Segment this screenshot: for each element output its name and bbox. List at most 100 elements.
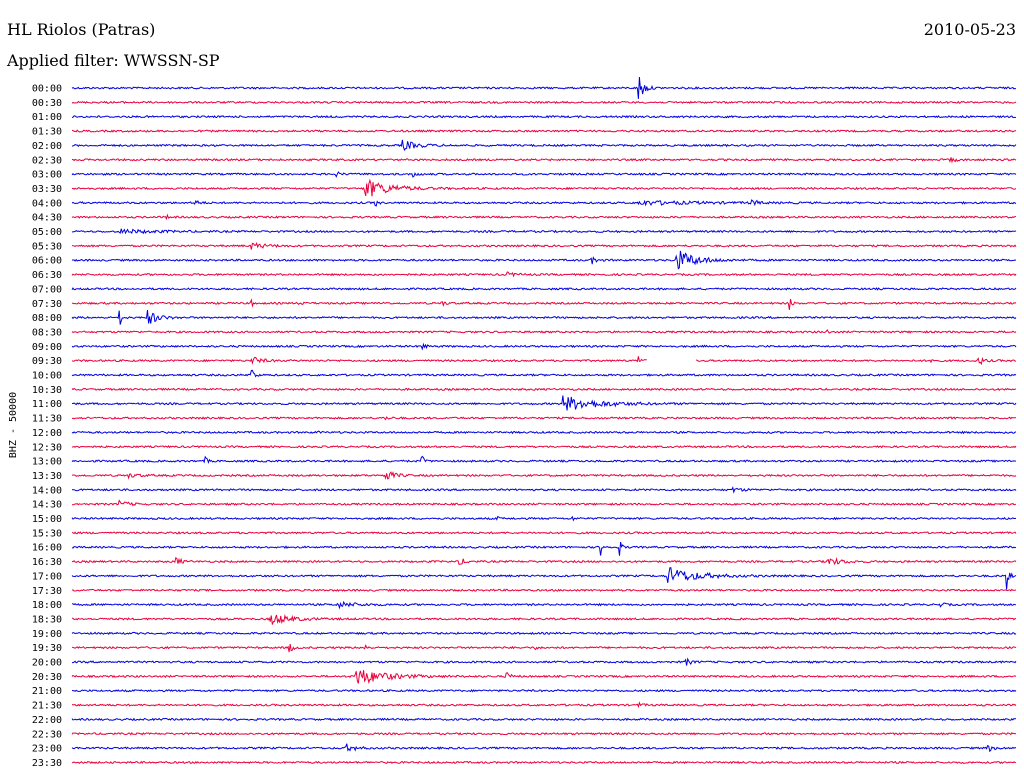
trace-label: 08:00 bbox=[32, 313, 62, 324]
seismic-trace bbox=[71, 171, 1017, 178]
trace-label: 00:00 bbox=[32, 84, 62, 95]
date-label: 2010-05-23 bbox=[923, 20, 1016, 39]
seismic-trace bbox=[71, 455, 1017, 465]
trace-label: 23:00 bbox=[32, 744, 62, 755]
seismic-trace bbox=[71, 445, 1017, 449]
seismic-trace bbox=[71, 76, 1017, 99]
trace-label: 05:30 bbox=[32, 241, 62, 252]
seismic-trace bbox=[71, 271, 1017, 278]
seismic-trace bbox=[71, 743, 1017, 753]
trace-label: 22:00 bbox=[32, 715, 62, 726]
seismic-trace bbox=[72, 395, 1017, 411]
trace-label: 08:30 bbox=[32, 327, 62, 338]
trace-label: 06:30 bbox=[32, 270, 62, 281]
y-axis-label: BHZ - 50000 bbox=[8, 392, 19, 458]
trace-label: 05:00 bbox=[32, 227, 62, 238]
seismic-trace bbox=[71, 486, 1017, 494]
seismic-trace bbox=[71, 731, 1017, 736]
trace-label: 17:00 bbox=[32, 571, 62, 582]
seismic-trace bbox=[71, 369, 1017, 378]
seismic-trace bbox=[71, 430, 1017, 435]
trace-label: 09:00 bbox=[32, 342, 62, 353]
seismic-trace bbox=[71, 199, 1017, 207]
seismic-trace bbox=[71, 657, 1017, 666]
seismic-trace bbox=[71, 701, 1017, 709]
seismic-trace bbox=[71, 588, 1017, 592]
seismic-trace bbox=[71, 567, 1017, 590]
seismic-trace bbox=[72, 157, 1017, 164]
seismic-trace bbox=[71, 688, 1017, 693]
trace-label: 06:00 bbox=[32, 256, 62, 267]
trace-label: 16:30 bbox=[32, 557, 62, 568]
seismic-trace bbox=[71, 213, 1017, 221]
seismic-trace bbox=[72, 613, 1017, 625]
seismic-trace bbox=[71, 328, 1017, 334]
trace-label: 14:30 bbox=[32, 500, 62, 511]
trace-label: 09:30 bbox=[32, 356, 62, 367]
trace-label: 03:00 bbox=[32, 170, 62, 181]
seismic-trace bbox=[71, 600, 1017, 610]
seismic-trace bbox=[71, 114, 1017, 119]
trace-label: 22:30 bbox=[32, 729, 62, 740]
trace-label: 15:00 bbox=[32, 514, 62, 525]
trace-label: 07:00 bbox=[32, 284, 62, 295]
seismic-trace bbox=[71, 631, 1017, 636]
seismic-trace bbox=[71, 250, 1017, 270]
seismic-trace bbox=[71, 310, 1017, 325]
trace-label: 20:30 bbox=[32, 672, 62, 683]
trace-label: 18:00 bbox=[32, 600, 62, 611]
seismic-trace bbox=[71, 298, 1017, 310]
station-title: HL Riolos (Patras) bbox=[7, 20, 156, 39]
trace-label: 01:30 bbox=[32, 127, 62, 138]
seismic-trace bbox=[71, 531, 1017, 535]
seismic-trace bbox=[71, 342, 1017, 351]
trace-label: 00:30 bbox=[32, 98, 62, 109]
trace-label: 11:00 bbox=[32, 399, 62, 410]
trace-label: 14:00 bbox=[32, 485, 62, 496]
trace-label: 21:30 bbox=[32, 701, 62, 712]
trace-label: 23:30 bbox=[32, 758, 62, 769]
seismic-trace bbox=[71, 556, 1017, 566]
trace-label: 02:30 bbox=[32, 155, 62, 166]
seismic-trace bbox=[71, 416, 1017, 421]
seismic-trace bbox=[71, 670, 1017, 685]
seismic-trace bbox=[71, 129, 1017, 133]
seismic-trace bbox=[71, 515, 1017, 522]
trace-label: 17:30 bbox=[32, 586, 62, 597]
seismic-trace bbox=[71, 228, 1017, 235]
filter-label: Applied filter: WWSSN-SP bbox=[7, 51, 220, 70]
seismic-trace bbox=[71, 387, 1017, 392]
trace-label: 02:00 bbox=[32, 141, 62, 152]
seismic-trace bbox=[71, 139, 1017, 152]
trace-label: 13:30 bbox=[32, 471, 62, 482]
seismic-trace bbox=[72, 471, 1017, 480]
trace-label: 01:00 bbox=[32, 112, 62, 123]
trace-label: 13:00 bbox=[32, 457, 62, 468]
seismic-trace bbox=[71, 100, 1017, 105]
trace-label: 11:30 bbox=[32, 414, 62, 425]
seismic-trace bbox=[71, 760, 1017, 765]
trace-label: 19:30 bbox=[32, 643, 62, 654]
trace-label: 03:30 bbox=[32, 184, 62, 195]
seismic-trace bbox=[71, 178, 1017, 197]
seismic-trace bbox=[71, 644, 1017, 653]
trace-label: 15:30 bbox=[32, 528, 62, 539]
seismic-trace bbox=[71, 241, 1017, 250]
trace-label: 19:00 bbox=[32, 629, 62, 640]
seismic-trace bbox=[71, 541, 1017, 556]
trace-label: 12:30 bbox=[32, 442, 62, 453]
trace-label: 21:00 bbox=[32, 686, 62, 697]
trace-label: 18:30 bbox=[32, 614, 62, 625]
seismic-trace bbox=[71, 287, 1017, 291]
seismic-trace bbox=[71, 499, 1017, 507]
seismic-trace bbox=[71, 717, 1016, 722]
trace-label: 04:00 bbox=[32, 198, 62, 209]
trace-label: 10:00 bbox=[32, 371, 62, 382]
trace-label: 20:00 bbox=[32, 658, 62, 669]
trace-label: 12:00 bbox=[32, 428, 62, 439]
trace-label: 16:00 bbox=[32, 543, 62, 554]
trace-label: 07:30 bbox=[32, 299, 62, 310]
trace-label: 04:30 bbox=[32, 213, 62, 224]
seismic-trace bbox=[71, 356, 1017, 366]
